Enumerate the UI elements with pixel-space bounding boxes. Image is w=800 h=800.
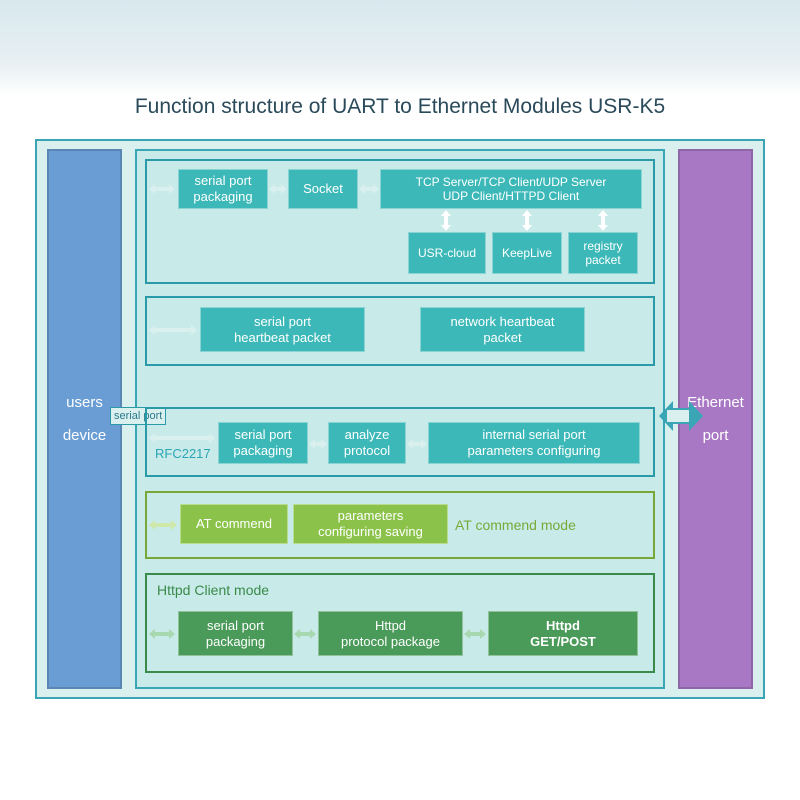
ethernet-arrow-icon <box>661 401 701 431</box>
rfc2217-label: RFC2217 <box>155 446 211 461</box>
arrow-icon <box>149 629 175 639</box>
registry-packet-box: registry packet <box>568 232 638 274</box>
serial-port-packaging-box: serial port packaging <box>178 169 268 209</box>
httpd-protocol-box: Httpd protocol package <box>318 611 463 656</box>
usr-cloud-box: USR-cloud <box>408 232 486 274</box>
arrow-icon <box>598 210 608 231</box>
socket-box: Socket <box>288 169 358 209</box>
serial-heartbeat-box: serial port heartbeat packet <box>200 307 365 352</box>
at-commend-box: AT commend <box>180 504 288 544</box>
pillar-left-line2: device <box>63 419 106 452</box>
pillar-right-line2: port <box>703 419 729 452</box>
network-heartbeat-box: network heartbeat packet <box>420 307 585 352</box>
pillar-left-line1: users <box>66 386 103 419</box>
arrow-icon <box>464 629 486 639</box>
page-title: Function structure of UART to Ethernet M… <box>0 0 800 139</box>
arrow-icon <box>359 184 379 194</box>
parameters-saving-box: parameters configuring saving <box>293 504 448 544</box>
arrow-icon <box>407 439 427 449</box>
diagram-root: users device Ethernet port serial port s… <box>35 139 765 699</box>
arrow-icon <box>309 439 327 449</box>
serial-port-packaging-box-3: serial port packaging <box>178 611 293 656</box>
at-commend-mode-label: AT commend mode <box>455 517 576 533</box>
arrow-icon <box>294 629 316 639</box>
serial-port-packaging-box-2: serial port packaging <box>218 422 308 464</box>
analyze-protocol-box: analyze protocol <box>328 422 406 464</box>
keeplive-box: KeepLive <box>492 232 562 274</box>
internal-config-box: internal serial port parameters configur… <box>428 422 640 464</box>
arrow-icon <box>269 184 287 194</box>
arrow-icon <box>522 210 532 231</box>
arrow-icon <box>441 210 451 231</box>
httpd-getpost-box: Httpd GET/POST <box>488 611 638 656</box>
arrow-icon <box>149 184 175 194</box>
arrow-icon <box>149 433 215 443</box>
arrow-icon <box>149 520 177 530</box>
arrow-icon <box>149 325 197 335</box>
tcp-udp-httpd-box: TCP Server/TCP Client/UDP Server UDP Cli… <box>380 169 642 209</box>
httpd-client-mode-label: Httpd Client mode <box>157 582 269 598</box>
